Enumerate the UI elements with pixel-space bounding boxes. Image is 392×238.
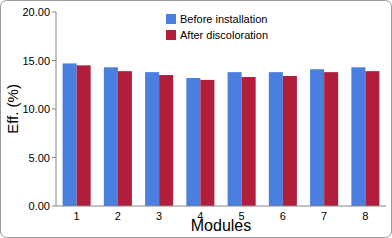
y-tick-label: 10.00 (22, 103, 50, 115)
y-axis (56, 12, 57, 206)
bar (63, 63, 77, 206)
bar (242, 77, 256, 206)
y-tick-label: 5.00 (29, 152, 50, 164)
x-tick-label: 3 (156, 210, 162, 222)
y-tick (52, 206, 56, 207)
y-tick-label: 15.00 (22, 55, 50, 67)
bar (310, 69, 324, 206)
bar (186, 78, 200, 206)
x-tick-label: 6 (280, 210, 286, 222)
bar (365, 71, 379, 206)
y-tick (52, 109, 56, 110)
bar (118, 71, 132, 206)
bar (77, 65, 91, 206)
legend-swatch (166, 30, 176, 40)
x-tick-label: 1 (74, 210, 80, 222)
x-tick-label: 8 (362, 210, 368, 222)
bar (283, 76, 297, 206)
y-tick (52, 60, 56, 61)
legend-swatch (166, 14, 176, 24)
bar (104, 67, 118, 206)
bar (228, 72, 242, 206)
y-axis-title: Eff. (%) (4, 84, 21, 134)
bar (351, 67, 365, 206)
x-axis-title: Modules (191, 217, 251, 234)
y-tick (52, 157, 56, 158)
bar (324, 72, 338, 206)
bars (63, 63, 380, 206)
legend-label: Before installation (180, 13, 267, 25)
bar (159, 75, 173, 206)
x-tick-label: 7 (321, 210, 327, 222)
chart-container: 0.005.0010.0015.0020.0012345678ModulesEf… (0, 0, 392, 238)
x-tick-label: 2 (115, 210, 121, 222)
bar (200, 80, 214, 206)
chart-svg: 0.005.0010.0015.0020.0012345678ModulesEf… (0, 0, 392, 238)
chart-frame (1, 1, 392, 238)
y-tick (52, 12, 56, 13)
x-axis (56, 206, 386, 207)
y-tick-label: 0.00 (29, 200, 50, 212)
bar (269, 72, 283, 206)
y-tick-label: 20.00 (22, 6, 50, 18)
legend-label: After discoloration (180, 29, 268, 41)
bar (145, 72, 159, 206)
